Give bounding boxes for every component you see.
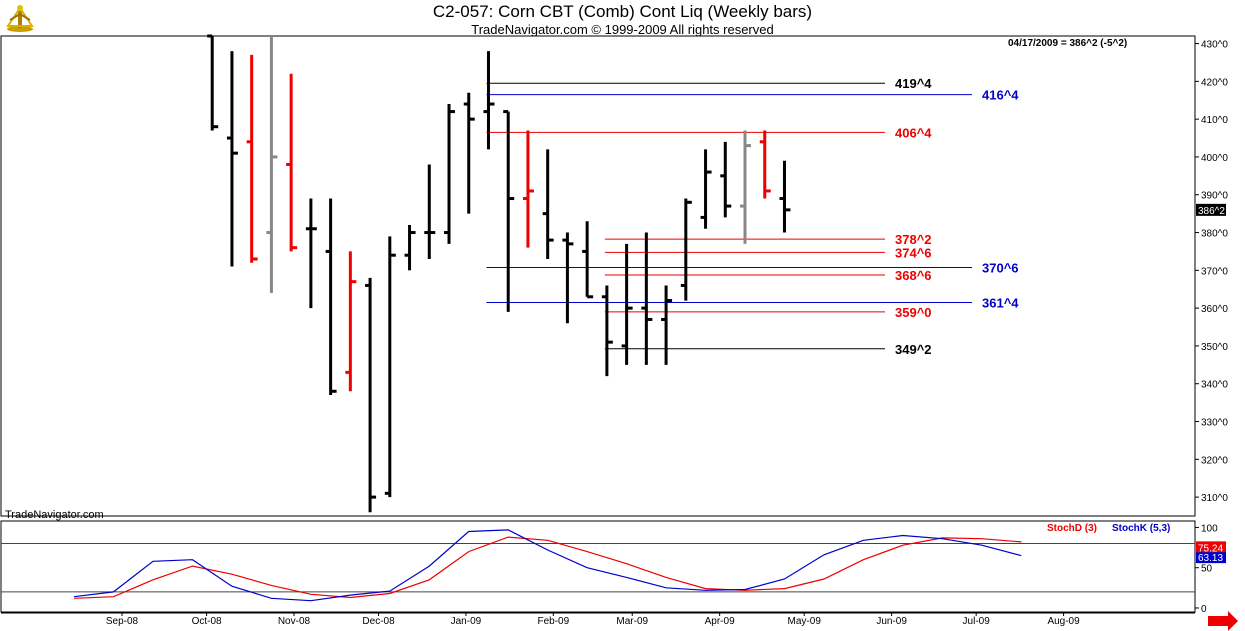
ohlc-bar — [700, 149, 712, 229]
price-axis-tick-label: 360^0 — [1201, 304, 1228, 315]
scroll-right-arrow-icon[interactable] — [1208, 611, 1238, 631]
stochastic-series-line — [74, 536, 1022, 599]
ohlc-bar — [266, 36, 278, 294]
price-level-label: 359^0 — [895, 305, 932, 320]
ohlc-bar — [365, 277, 377, 513]
ohlc-bar — [720, 141, 732, 218]
time-axis-tick-label: Sep-08 — [106, 616, 139, 627]
ohlc-bar — [325, 198, 337, 396]
ohlc-bar — [404, 224, 416, 271]
ohlc-bar — [661, 285, 673, 365]
price-axis-tick-label: 380^0 — [1201, 229, 1228, 240]
price-axis-tick-label: 390^0 — [1201, 191, 1228, 202]
date-readout: 04/17/2009 = 386^2 (-5^2) — [1008, 38, 1127, 49]
ohlc-bar — [522, 130, 534, 248]
time-axis-tick-label: Jul-09 — [963, 616, 991, 627]
ohlc-bar — [759, 130, 771, 199]
stoch-d-value-box — [1196, 541, 1226, 554]
price-level-label: 374^6 — [895, 245, 932, 260]
price-panel — [0, 35, 1196, 517]
time-axis-tick-label: Oct-08 — [192, 616, 222, 627]
stochastic-axis-tick-label: 0 — [1201, 604, 1207, 615]
price-axis-tick-label: 430^0 — [1201, 40, 1228, 51]
last-price-label: 386^2 — [1198, 206, 1225, 217]
ohlc-bar — [483, 51, 495, 150]
stochastic-series-line — [74, 529, 1022, 602]
price-level-label: 406^4 — [895, 125, 932, 140]
ohlc-bar — [463, 92, 475, 214]
price-level-label: 370^6 — [982, 260, 1019, 275]
price-bars — [207, 34, 791, 513]
ohlc-bar — [562, 232, 574, 324]
last-price-box — [1196, 203, 1226, 216]
time-axis-tick-label: Nov-08 — [278, 616, 311, 627]
stoch-d-value: 75.24 — [1198, 543, 1223, 554]
stochastic-panel-frame — [0, 520, 1196, 613]
ohlc-bar — [542, 149, 554, 259]
ohlc-bar — [779, 160, 791, 233]
stochastic-axis-tick-label: 100 — [1201, 523, 1218, 534]
ohlc-bar — [740, 130, 752, 244]
ohlc-bar — [582, 221, 594, 299]
ohlc-bar — [641, 232, 653, 365]
ohlc-bar — [246, 54, 258, 263]
time-axis-tick-label: Aug-09 — [1047, 616, 1080, 627]
ohlc-bar — [503, 110, 515, 312]
price-axis-tick-label: 420^0 — [1201, 77, 1228, 88]
ohlc-bar — [345, 251, 357, 392]
ohlc-bar — [226, 51, 238, 267]
ohlc-bar — [305, 198, 317, 309]
price-axis-tick-label: 320^0 — [1201, 455, 1228, 466]
price-level-label: 349^2 — [895, 342, 932, 357]
price-axis-tick-label: 340^0 — [1201, 380, 1228, 391]
time-axis-tick-label: May-09 — [788, 616, 822, 627]
price-level-label: 361^4 — [982, 295, 1019, 310]
time-axis-tick-label: Feb-09 — [537, 616, 569, 627]
price-level-label: 368^6 — [895, 268, 932, 283]
price-panel-frame — [0, 35, 1196, 517]
price-axis-tick-label: 400^0 — [1201, 153, 1228, 164]
stoch-d-legend: StochD (3) — [1047, 523, 1097, 534]
chart-subtitle: TradeNavigator.com © 1999-2009 All right… — [471, 22, 774, 37]
ohlc-bar — [286, 73, 298, 252]
price-axis-tick-label: 310^0 — [1201, 493, 1228, 504]
time-axis: Sep-08 Oct-08 Nov-08 Dec-08 Jan-09 Feb-09 Mar-… — [1, 612, 1195, 627]
stoch-k-legend: StochK (5,3) — [1112, 523, 1170, 534]
chart-header: C2-057: Corn CBT (Comb) Cont Liq (Weekly… — [0, 0, 1245, 37]
ohlc-bar — [601, 285, 613, 377]
stochastic-axis-tick-label: 50 — [1201, 564, 1213, 575]
price-axis-tick-label: 350^0 — [1201, 342, 1228, 353]
ohlc-bar — [207, 34, 219, 131]
ohlc-bar — [424, 164, 436, 259]
ohlc-bar — [384, 236, 396, 498]
price-level-label: 416^4 — [982, 88, 1019, 103]
ohlc-bar — [680, 198, 692, 301]
price-axis-tick-label: 330^0 — [1201, 418, 1228, 429]
time-axis-tick-label: Mar-09 — [616, 616, 648, 627]
time-axis-tick-label: Dec-08 — [362, 616, 395, 627]
stoch-k-value-box — [1196, 552, 1226, 564]
time-axis-tick-label: Jun-09 — [876, 616, 907, 627]
price-axis-tick-label: 370^0 — [1201, 266, 1228, 277]
ohlc-bar — [444, 104, 456, 244]
price-level-label: 378^2 — [895, 232, 932, 247]
watermark: TradeNavigator.com — [5, 509, 104, 521]
price-level-label: 419^4 — [895, 76, 932, 91]
time-axis-tick-label: Jan-09 — [451, 616, 482, 627]
chart-title: C2-057: Corn CBT (Comb) Cont Liq (Weekly… — [432, 2, 813, 21]
stoch-k-value: 63.13 — [1198, 553, 1223, 564]
price-axis-tick-label: 410^0 — [1201, 115, 1228, 126]
price-axis: 310^0 320^0 330^0 340^0 350^0 360^0 370^0 380^0… — [1195, 40, 1228, 504]
ohlc-bar — [621, 243, 633, 365]
trade-navigator-logo-icon — [4, 2, 36, 34]
time-axis-tick-label: Apr-09 — [705, 616, 735, 627]
